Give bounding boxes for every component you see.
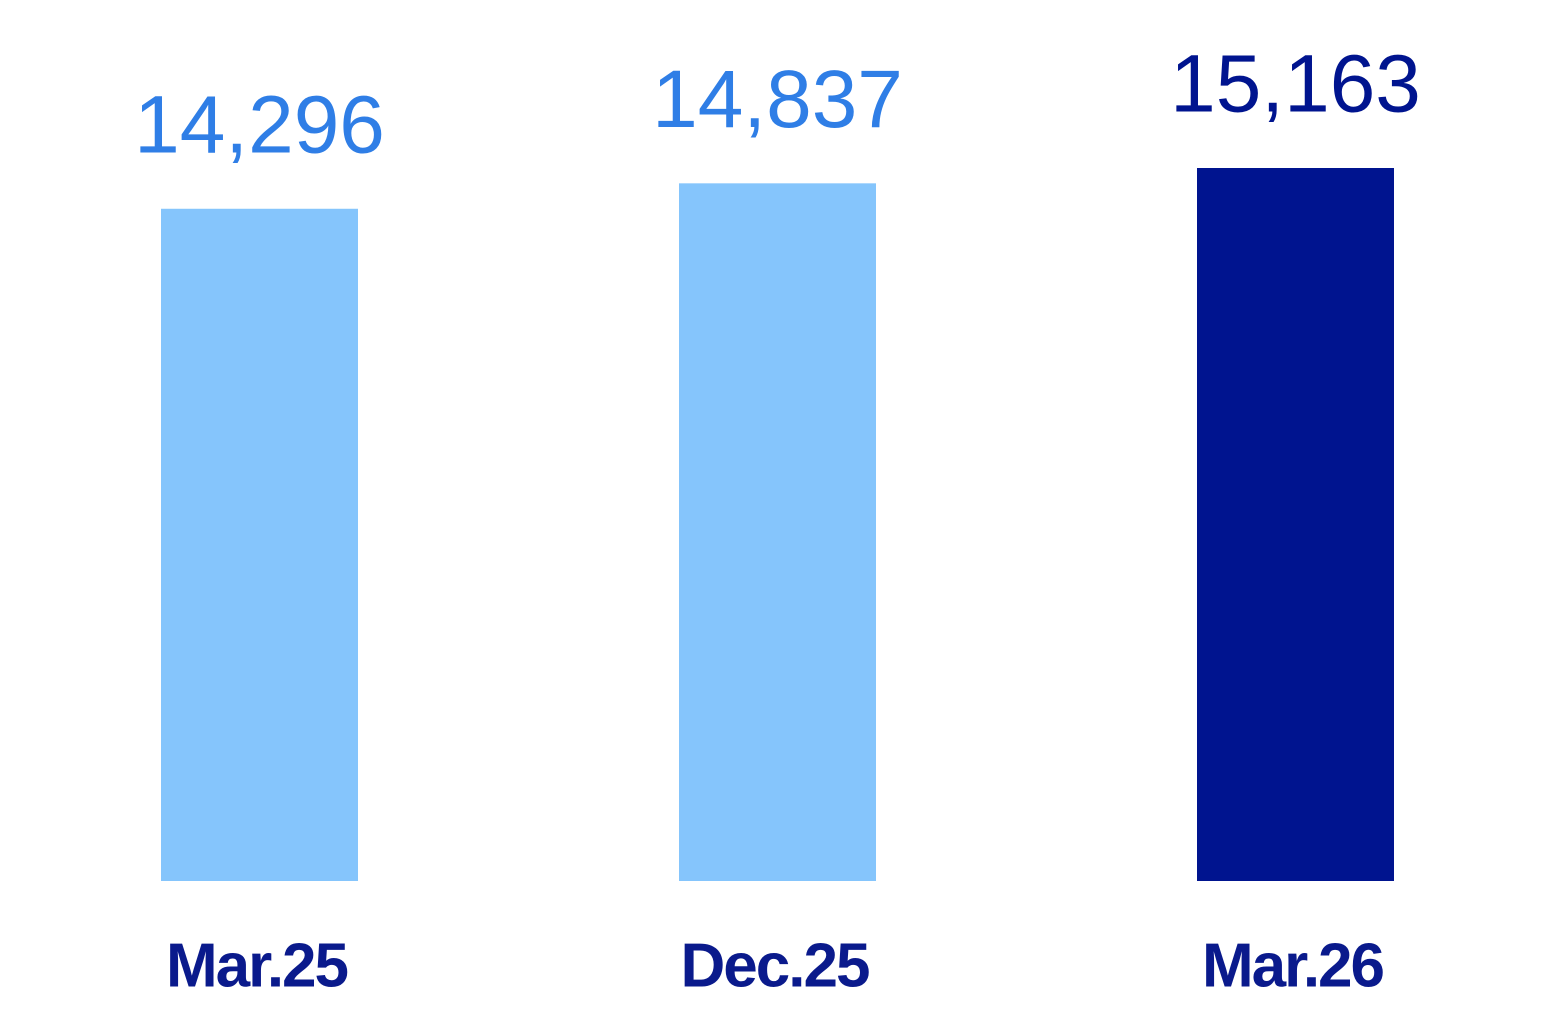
bar [161,208,358,882]
bar [1197,168,1394,881]
x-tick-label: Mar.25 [166,931,348,1000]
data-label: 14,837 [652,54,903,145]
x-tick-label: Mar.26 [1202,931,1384,1000]
bar [679,183,876,881]
data-label: 14,296 [134,79,385,170]
data-label: 15,163 [1170,39,1421,130]
x-tick-label: Dec.25 [681,931,869,1000]
